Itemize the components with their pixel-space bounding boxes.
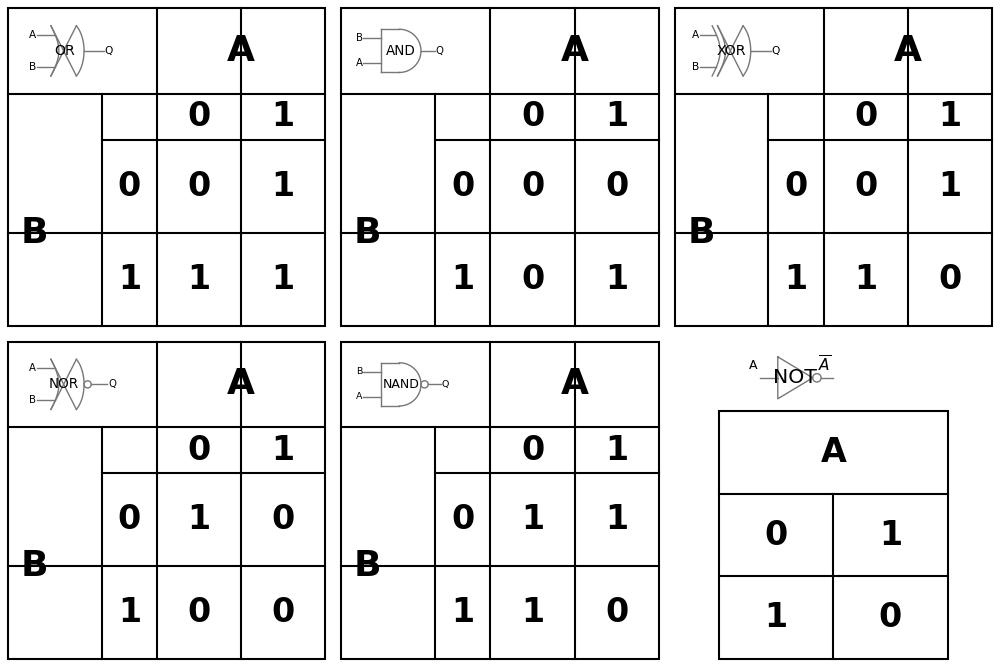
- Text: 0: 0: [854, 169, 877, 203]
- Bar: [675, 8, 992, 325]
- Text: 0: 0: [521, 100, 544, 133]
- Text: Q: Q: [108, 380, 116, 390]
- Text: 1: 1: [188, 263, 211, 295]
- Text: 0: 0: [188, 434, 211, 467]
- Text: 0: 0: [879, 601, 902, 634]
- Text: 1: 1: [938, 169, 962, 203]
- Text: A: A: [227, 34, 255, 68]
- Text: B: B: [356, 33, 363, 43]
- Text: 0: 0: [605, 596, 628, 629]
- Text: A: A: [894, 34, 922, 68]
- Text: 0: 0: [784, 169, 808, 203]
- Text: A: A: [692, 30, 699, 40]
- Text: 1: 1: [451, 263, 474, 295]
- Bar: [719, 412, 948, 659]
- Text: A: A: [227, 368, 255, 402]
- Text: OR: OR: [54, 44, 75, 58]
- Text: Q: Q: [771, 46, 779, 56]
- Text: $\overline{A}$: $\overline{A}$: [818, 356, 832, 376]
- Text: A: A: [356, 59, 362, 69]
- Text: 1: 1: [272, 169, 295, 203]
- Text: B: B: [692, 62, 699, 72]
- Text: 0: 0: [451, 169, 474, 203]
- Text: 0: 0: [451, 503, 474, 536]
- Text: 0: 0: [938, 263, 962, 295]
- Text: 1: 1: [118, 596, 141, 629]
- Text: 0: 0: [272, 503, 295, 536]
- Text: 0: 0: [854, 100, 877, 133]
- Text: A: A: [356, 392, 362, 402]
- Text: NOR: NOR: [49, 378, 79, 392]
- Text: A: A: [561, 368, 589, 402]
- Text: Q: Q: [442, 380, 449, 389]
- Text: 1: 1: [521, 503, 544, 536]
- Text: 1: 1: [188, 503, 211, 536]
- Text: B: B: [354, 215, 381, 249]
- Text: 0: 0: [521, 169, 544, 203]
- Text: B: B: [354, 549, 381, 583]
- Text: 1: 1: [879, 519, 902, 552]
- Text: A: A: [29, 364, 36, 374]
- Text: 1: 1: [938, 100, 962, 133]
- Text: A: A: [820, 436, 846, 469]
- Text: B: B: [687, 215, 715, 249]
- Bar: [341, 342, 659, 659]
- Text: 1: 1: [272, 263, 295, 295]
- Text: NOT: NOT: [773, 368, 817, 388]
- Text: B: B: [29, 396, 36, 406]
- Text: 1: 1: [605, 503, 628, 536]
- Text: Q: Q: [436, 46, 444, 56]
- Bar: [341, 8, 659, 325]
- Text: 1: 1: [118, 263, 141, 295]
- Text: 1: 1: [272, 434, 295, 467]
- Text: 1: 1: [451, 596, 474, 629]
- Text: XOR: XOR: [716, 44, 746, 58]
- Text: 0: 0: [118, 503, 141, 536]
- Text: 1: 1: [765, 601, 788, 634]
- Text: 0: 0: [188, 596, 211, 629]
- Text: A: A: [29, 30, 36, 40]
- Text: A: A: [561, 34, 589, 68]
- Text: 0: 0: [605, 169, 628, 203]
- Text: B: B: [356, 368, 362, 376]
- Text: B: B: [20, 549, 48, 583]
- Text: 1: 1: [605, 434, 628, 467]
- Bar: [8, 342, 325, 659]
- Text: B: B: [29, 62, 36, 72]
- Text: NAND: NAND: [383, 378, 420, 391]
- Text: A: A: [749, 359, 758, 372]
- Text: Q: Q: [104, 46, 113, 56]
- Text: 0: 0: [521, 434, 544, 467]
- Text: 1: 1: [521, 596, 544, 629]
- Text: AND: AND: [386, 44, 416, 58]
- Text: 1: 1: [784, 263, 808, 295]
- Text: 1: 1: [854, 263, 877, 295]
- Text: 0: 0: [118, 169, 141, 203]
- Text: 1: 1: [605, 100, 628, 133]
- Text: 0: 0: [521, 263, 544, 295]
- Bar: [8, 8, 325, 325]
- Text: 0: 0: [188, 169, 211, 203]
- Text: 0: 0: [188, 100, 211, 133]
- Text: 1: 1: [605, 263, 628, 295]
- Text: 1: 1: [272, 100, 295, 133]
- Text: B: B: [20, 215, 48, 249]
- Text: 0: 0: [765, 519, 788, 552]
- Text: 0: 0: [272, 596, 295, 629]
